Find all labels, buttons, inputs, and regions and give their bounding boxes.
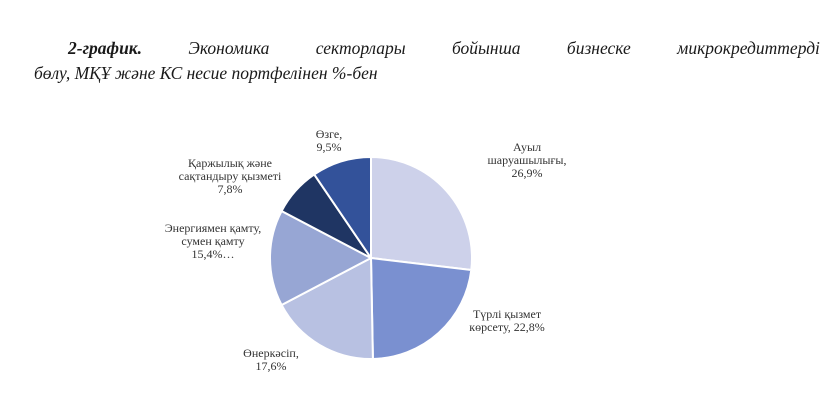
data-label-line: 7,8% <box>218 182 243 196</box>
data-label-line: Ауыл <box>513 140 541 154</box>
caption-word: бойынша <box>451 38 521 58</box>
data-label-line: 15,4%… <box>192 247 235 261</box>
slice-energy-water <box>268 209 374 307</box>
chart-caption: 2-график. Экономика секторлары бойынша б… <box>34 36 820 86</box>
caption-line-2: бөлу, МҚҰ және КС несие портфелінен %-бе… <box>34 63 378 83</box>
caption-line-1: 2-график. Экономика секторлары бойынша б… <box>34 36 820 61</box>
data-label: Өзге, 9,5% <box>316 127 343 154</box>
caption-word: микрокредиттерді <box>677 38 820 58</box>
data-label: Түрлі қызмет көрсету, 22,8% <box>469 307 545 334</box>
data-label-line: 17,6% <box>256 359 287 373</box>
data-label: Энергиямен қамту, сумен қамту 15,4%… <box>165 221 262 261</box>
data-label-line: көрсету, 22,8% <box>469 320 545 334</box>
data-label-line: 26,9% <box>512 166 543 180</box>
data-label-line: сақтандыру қызметі <box>179 169 282 183</box>
data-label-line: Түрлі қызмет <box>473 307 542 321</box>
data-label: Өнеркәсіп, 17,6% <box>243 346 299 373</box>
data-label-line: 9,5% <box>317 140 342 154</box>
pie-slices <box>268 155 473 360</box>
caption-label: 2-график. <box>68 38 143 58</box>
caption-word: секторлары <box>315 38 406 58</box>
data-label-line: сумен қамту <box>181 234 244 248</box>
pie-labels: Ауыл шаруашылығы, 26,9% Түрлі қызмет көрсету… <box>165 127 567 373</box>
slice-industry <box>280 256 374 360</box>
caption-word: Экономика <box>188 38 270 58</box>
caption-word: бизнеске <box>566 38 631 58</box>
slice-agriculture <box>370 155 473 272</box>
data-label-line: шаруашылығы, <box>488 153 567 167</box>
data-label-line: Энергиямен қамту, <box>165 221 262 235</box>
data-label-line: Қаржылық және <box>188 156 272 170</box>
data-label: Ауыл шаруашылығы, 26,9% <box>488 140 567 180</box>
data-label-line: Өнеркәсіп, <box>243 346 299 360</box>
data-label: Қаржылық және сақтандыру қызметі 7,8% <box>179 156 282 196</box>
data-label-line: Өзге, <box>316 127 343 141</box>
slice-services <box>369 256 473 360</box>
slice-other <box>312 155 372 262</box>
